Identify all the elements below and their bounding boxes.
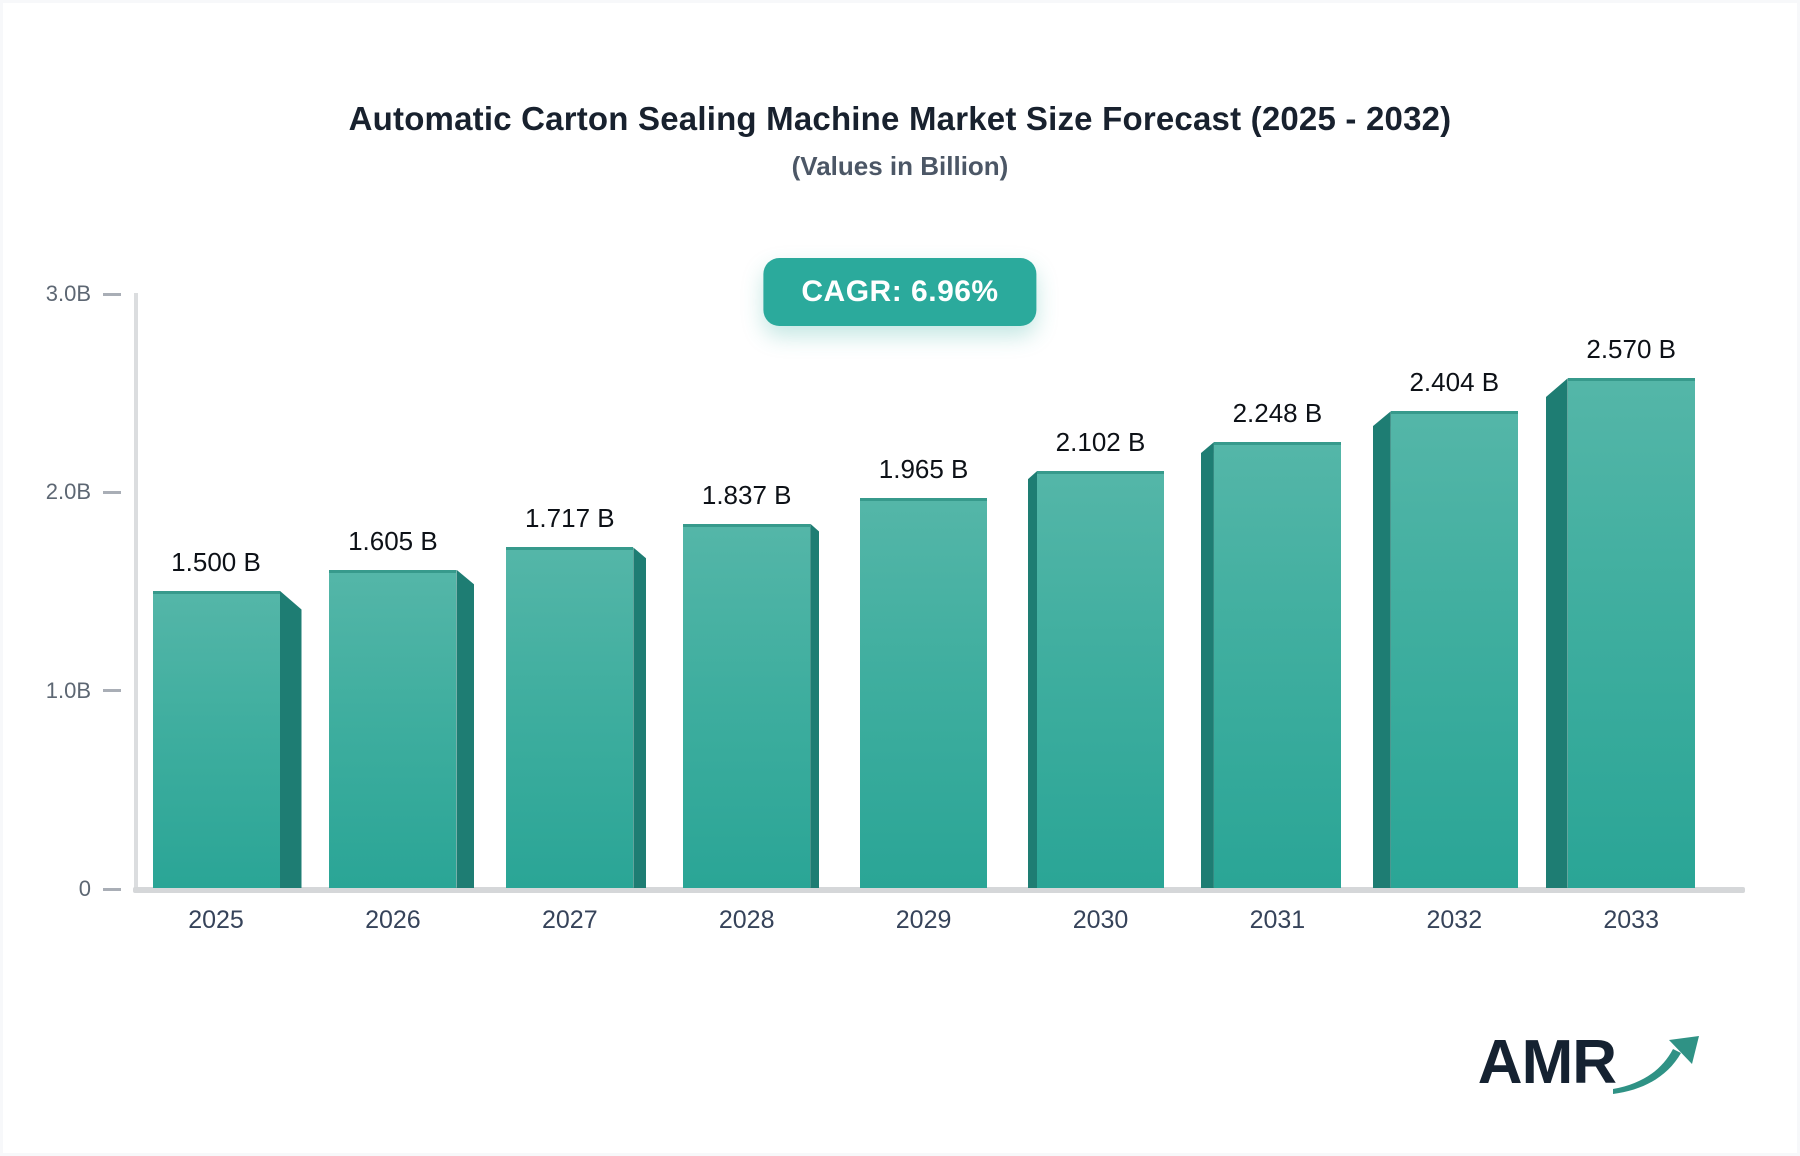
bar-value-label: 2.570 B bbox=[1586, 334, 1676, 365]
bar-3d-side bbox=[810, 523, 820, 888]
x-tick-label: 2025 bbox=[188, 906, 244, 934]
bar-3d-side bbox=[1545, 378, 1568, 888]
bar-value-label: 2.404 B bbox=[1409, 367, 1500, 398]
growth-arrow-icon bbox=[1610, 1034, 1702, 1103]
bar-3d-side bbox=[1372, 411, 1391, 888]
x-axis-line bbox=[133, 887, 1745, 893]
bar-2030 bbox=[1037, 471, 1164, 888]
chart-title: Automatic Carton Sealing Machine Market … bbox=[348, 100, 1452, 137]
bar-2028 bbox=[683, 523, 811, 888]
bar-2026 bbox=[329, 569, 457, 888]
x-tick-label: 2028 bbox=[718, 906, 775, 934]
bar-value-label: 2.248 B bbox=[1232, 398, 1323, 429]
bar-3d-side bbox=[279, 590, 302, 888]
bar-3d-side bbox=[456, 569, 475, 888]
y-tick-label: 1.0B bbox=[45, 677, 91, 703]
y-tick-dash bbox=[103, 490, 121, 494]
x-tick-label: 2030 bbox=[1072, 906, 1129, 934]
chart-subtitle: (Values in Billion) bbox=[791, 151, 1009, 181]
bar-value-label: 1.717 B bbox=[524, 503, 615, 534]
y-tick-dash bbox=[103, 292, 121, 296]
bar-2032 bbox=[1390, 411, 1518, 888]
x-tick-label: 2033 bbox=[1603, 906, 1659, 934]
bar-3d-side bbox=[1200, 442, 1214, 888]
bar-value-label: 2.102 B bbox=[1055, 427, 1146, 458]
bar-2027 bbox=[506, 547, 634, 888]
y-tick-label: 0 bbox=[78, 876, 91, 901]
y-axis-line bbox=[134, 293, 138, 890]
bar-2025 bbox=[152, 590, 280, 888]
bar-value-label: 1.837 B bbox=[701, 479, 792, 510]
bar-value-label: 1.500 B bbox=[171, 546, 261, 577]
bar-3d-side bbox=[633, 547, 647, 888]
amr-logo: AMR bbox=[1478, 1032, 1702, 1103]
bar-2031 bbox=[1213, 442, 1341, 888]
bar-2029 bbox=[860, 498, 988, 888]
bar-value-label: 1.965 B bbox=[878, 454, 969, 485]
x-tick-label: 2026 bbox=[365, 906, 421, 934]
amr-logo-text: AMR bbox=[1477, 1028, 1617, 1097]
x-tick-label: 2031 bbox=[1249, 906, 1306, 934]
y-tick-dash bbox=[103, 887, 121, 891]
y-tick-label: 3.0B bbox=[45, 281, 91, 306]
y-tick-label: 2.0B bbox=[45, 479, 91, 505]
x-tick-label: 2027 bbox=[541, 906, 598, 934]
cagr-badge: CAGR: 6.96% bbox=[763, 258, 1037, 326]
bar-3d-side bbox=[1028, 471, 1037, 888]
x-tick-label: 2032 bbox=[1426, 906, 1483, 934]
y-tick-dash bbox=[103, 689, 121, 693]
bar-value-label: 1.605 B bbox=[348, 525, 438, 556]
x-tick-label: 2029 bbox=[895, 906, 952, 934]
bar-2033 bbox=[1567, 378, 1695, 888]
